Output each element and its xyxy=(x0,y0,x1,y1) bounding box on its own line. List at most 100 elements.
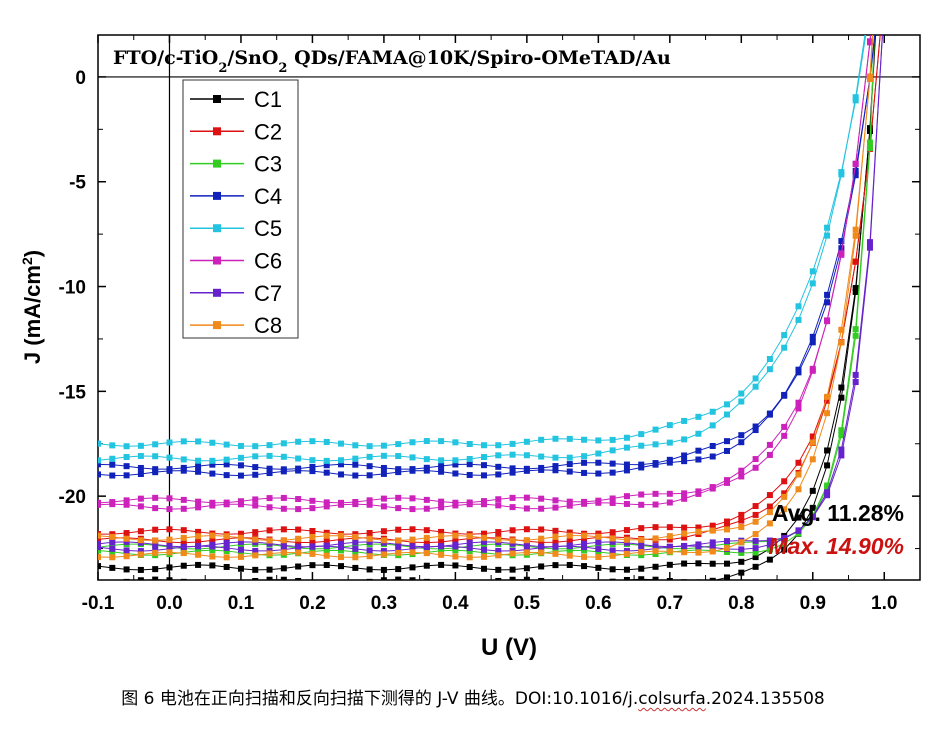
series-marker xyxy=(838,452,845,459)
series-marker xyxy=(695,413,702,420)
series-marker xyxy=(509,494,516,501)
series-marker xyxy=(295,526,302,533)
series-marker xyxy=(266,550,273,557)
series-marker xyxy=(738,524,745,531)
series-marker xyxy=(195,543,202,550)
series-marker xyxy=(695,447,702,454)
series-marker xyxy=(809,487,816,494)
series-marker xyxy=(638,431,645,438)
series-marker xyxy=(738,558,745,565)
series-marker xyxy=(109,533,116,540)
series-marker xyxy=(352,501,359,508)
series-marker xyxy=(109,581,115,587)
series-marker xyxy=(838,171,845,178)
series-marker xyxy=(480,442,487,449)
series-marker xyxy=(423,527,430,534)
series-marker xyxy=(509,440,516,447)
avg-annotation: Avg. 11.28% xyxy=(772,500,904,526)
y-tick-label: -10 xyxy=(59,278,86,299)
series-marker xyxy=(652,426,659,433)
series-marker xyxy=(781,432,788,439)
series-marker xyxy=(152,505,159,512)
series-marker xyxy=(366,535,373,542)
series-marker xyxy=(352,581,358,587)
series-marker xyxy=(795,316,802,323)
series-marker xyxy=(280,542,287,549)
series-marker xyxy=(237,538,244,545)
series-marker xyxy=(209,461,216,468)
series-marker xyxy=(137,566,144,573)
series-marker xyxy=(380,503,387,510)
series-marker xyxy=(795,527,802,534)
series-marker xyxy=(638,565,645,572)
x-tick-label: 0.9 xyxy=(800,593,826,614)
series-marker xyxy=(795,399,802,406)
series-marker xyxy=(552,550,559,557)
series-marker xyxy=(609,538,616,545)
series-marker xyxy=(623,539,630,546)
series-marker xyxy=(409,545,416,552)
series-marker xyxy=(781,344,788,351)
series-marker xyxy=(652,563,659,570)
series-marker xyxy=(409,439,416,446)
series-marker xyxy=(137,452,144,459)
series-marker xyxy=(709,422,716,429)
series-marker xyxy=(538,526,545,533)
series-marker xyxy=(766,520,773,527)
series-marker xyxy=(480,546,487,553)
series-marker xyxy=(666,499,673,506)
series-marker xyxy=(137,537,144,544)
legend-label: C7 xyxy=(254,281,282,306)
series-marker xyxy=(395,469,402,476)
series-marker xyxy=(152,453,159,460)
series-marker xyxy=(452,439,459,446)
series-marker xyxy=(237,530,244,537)
series-marker xyxy=(98,532,101,539)
series-marker xyxy=(766,441,773,448)
series-marker xyxy=(123,566,130,573)
series-marker xyxy=(695,490,702,497)
series-marker xyxy=(824,232,831,239)
series-marker xyxy=(581,453,588,460)
series-marker xyxy=(567,581,573,587)
series-marker xyxy=(866,125,873,132)
series-marker xyxy=(709,442,716,449)
series-marker xyxy=(438,533,445,540)
series-marker xyxy=(866,73,873,80)
series-marker xyxy=(98,544,101,551)
series-marker xyxy=(223,472,230,479)
x-axis-label: U (V) xyxy=(481,634,537,661)
series-marker xyxy=(838,339,845,346)
series-marker xyxy=(695,456,702,463)
series-marker xyxy=(180,456,187,463)
series-marker xyxy=(195,457,202,464)
series-marker xyxy=(681,542,688,549)
series-marker xyxy=(681,490,688,497)
series-marker xyxy=(852,167,859,174)
series-marker xyxy=(566,454,573,461)
series-marker xyxy=(523,438,530,445)
series-marker xyxy=(266,452,273,459)
series-marker xyxy=(180,562,187,569)
series-marker xyxy=(523,505,530,512)
series-marker xyxy=(724,538,731,545)
series-marker xyxy=(638,525,645,532)
series-marker xyxy=(752,554,759,561)
series-marker xyxy=(252,464,259,471)
series-marker xyxy=(709,527,716,534)
series-marker xyxy=(738,390,745,397)
series-marker xyxy=(595,580,601,586)
x-tick-label: 0.0 xyxy=(156,593,182,614)
series-marker xyxy=(752,531,759,538)
series-marker xyxy=(323,438,330,445)
series-marker xyxy=(809,514,816,521)
series-marker xyxy=(809,456,816,463)
series-marker xyxy=(452,543,459,550)
series-marker xyxy=(724,479,731,486)
series-marker xyxy=(423,467,430,474)
series-marker xyxy=(480,498,487,505)
series-marker xyxy=(466,554,473,561)
series-marker xyxy=(652,524,659,531)
series-marker xyxy=(738,549,745,556)
series-marker xyxy=(123,578,130,580)
